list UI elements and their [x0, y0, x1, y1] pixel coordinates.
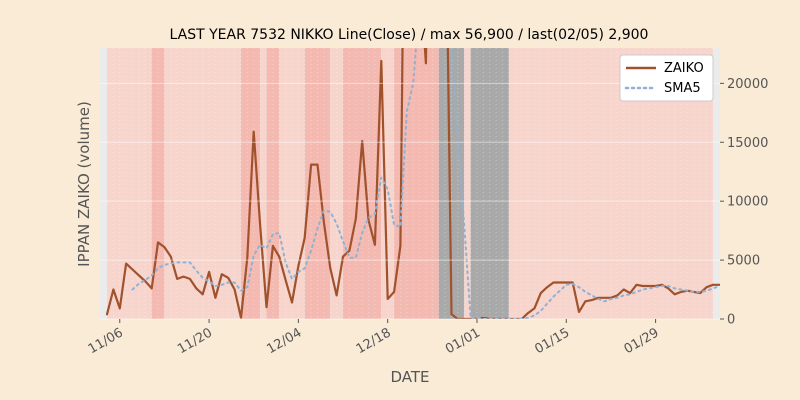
legend-label-sma5: SMA5 [664, 81, 701, 96]
legend-label-zaiko: ZAIKO [664, 61, 704, 76]
x-tick-label: 12/18 [354, 325, 394, 357]
x-tick-label: 01/29 [622, 325, 662, 357]
y-axis-ticks: 0 5000 10000 15000 20000 [100, 77, 768, 328]
x-tick-label: 11/20 [175, 325, 215, 357]
legend-box [619, 54, 714, 102]
y-tick-label: 0 [727, 313, 735, 328]
band-light [107, 48, 152, 319]
band-light [330, 48, 344, 319]
band-medium [151, 48, 165, 319]
x-tick-label: 01/01 [443, 325, 483, 357]
y-tick-label: 10000 [727, 195, 768, 210]
y-tick-label: 5000 [727, 254, 760, 269]
legend: ZAIKO SMA5 [619, 54, 714, 102]
series-line-sma5 [131, 48, 720, 319]
x-axis-label: DATE [390, 368, 429, 386]
y-tick-label: 20000 [727, 77, 768, 92]
band-light [381, 48, 395, 319]
series-lines [105, 48, 720, 319]
band-dark [470, 48, 509, 319]
x-tick-label: 01/15 [532, 325, 572, 357]
x-tick-label: 12/04 [264, 325, 304, 357]
x-tick-label: 11/06 [86, 325, 126, 357]
chart-title: LAST YEAR 7532 NIKKO Line(Close) / max 5… [170, 27, 649, 43]
y-tick-label: 15000 [727, 136, 768, 151]
x-axis-ticks: 11/06 11/20 12/04 12/18 01/01 01/15 01/29 [86, 319, 662, 357]
y-axis-label: IPPAN ZAIKO (volume) [75, 101, 93, 267]
band-light [260, 48, 267, 319]
band-medium [343, 48, 382, 319]
band-light [464, 48, 471, 319]
series-line-zaiko [105, 48, 720, 319]
highlight-bands [107, 48, 713, 319]
band-light [164, 48, 241, 319]
